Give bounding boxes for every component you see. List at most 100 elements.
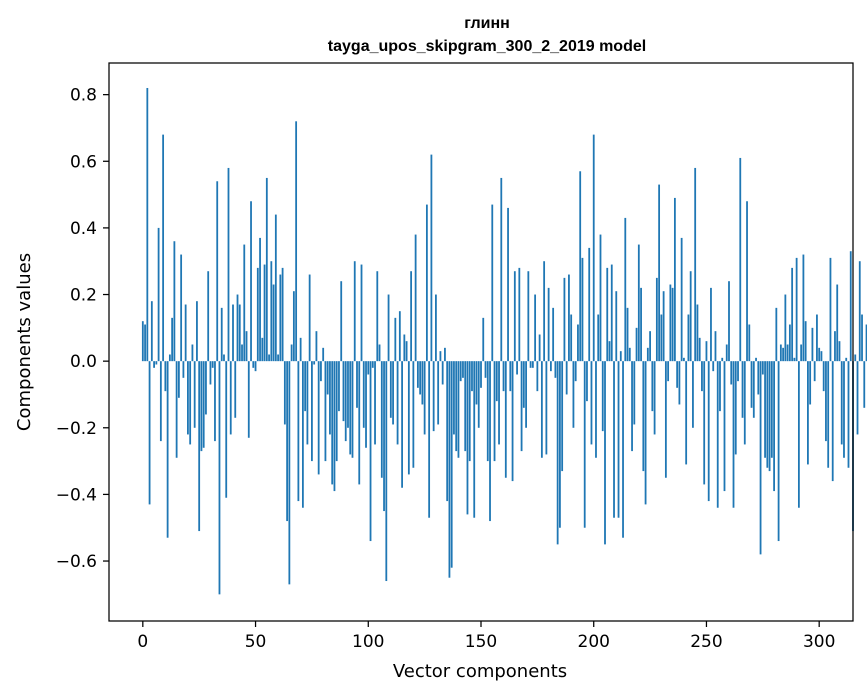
bar xyxy=(184,304,187,362)
bar xyxy=(403,334,406,362)
bar xyxy=(739,157,742,362)
bar xyxy=(295,121,298,362)
bar xyxy=(784,294,787,362)
bar xyxy=(430,154,433,362)
bar xyxy=(191,344,194,362)
bar xyxy=(581,257,584,362)
bar xyxy=(615,291,618,362)
bar xyxy=(491,204,494,362)
bar xyxy=(462,361,464,378)
chart-title-line1: глинн xyxy=(464,15,510,32)
bar xyxy=(423,361,426,435)
bar xyxy=(250,201,252,362)
bar xyxy=(795,257,798,362)
bar xyxy=(840,361,843,445)
bar xyxy=(565,361,568,395)
bar xyxy=(545,361,548,455)
bar xyxy=(394,317,397,362)
bar xyxy=(324,361,327,462)
bar xyxy=(146,87,149,362)
bar xyxy=(209,361,212,385)
bar xyxy=(622,361,624,538)
bar xyxy=(329,361,331,435)
bar xyxy=(175,361,178,458)
bar xyxy=(482,317,485,362)
bar xyxy=(466,361,469,515)
bar xyxy=(831,361,834,482)
y-tick-label: 0.4 xyxy=(70,219,97,239)
bar xyxy=(189,361,192,445)
bar xyxy=(200,361,203,452)
bar xyxy=(637,244,640,362)
bar xyxy=(180,254,183,362)
bar xyxy=(347,361,349,428)
bar xyxy=(484,361,487,378)
bar xyxy=(225,361,228,498)
bar xyxy=(696,304,699,362)
bar xyxy=(732,361,735,508)
x-tick-label: 0 xyxy=(137,632,148,652)
bar xyxy=(649,331,651,362)
bar xyxy=(367,361,370,375)
bar xyxy=(579,171,582,362)
bar xyxy=(387,294,390,362)
y-tick-label: −0.4 xyxy=(56,485,97,505)
bar xyxy=(150,301,153,362)
bar xyxy=(809,361,812,405)
bar xyxy=(453,361,455,435)
bar xyxy=(290,344,293,362)
bar xyxy=(448,361,451,578)
bar xyxy=(227,167,230,362)
bar xyxy=(509,361,512,392)
bar xyxy=(177,361,180,398)
bar xyxy=(365,361,367,448)
bar xyxy=(617,361,620,518)
bar xyxy=(297,361,300,502)
bar xyxy=(743,361,746,445)
bar xyxy=(148,361,151,505)
bar xyxy=(838,341,841,362)
bar xyxy=(288,361,291,585)
bar xyxy=(807,361,809,465)
bar xyxy=(811,327,814,362)
bar xyxy=(362,361,365,428)
bar xyxy=(450,361,453,568)
bar xyxy=(162,134,165,362)
bar xyxy=(153,361,155,368)
bar xyxy=(820,351,823,362)
bar xyxy=(628,347,631,362)
bar xyxy=(858,261,861,362)
bar xyxy=(626,307,629,362)
bar xyxy=(223,354,225,362)
bar xyxy=(313,361,316,365)
bar xyxy=(441,361,444,385)
bar xyxy=(716,361,719,508)
bar xyxy=(752,361,755,418)
bar xyxy=(407,361,410,475)
bar xyxy=(489,361,491,522)
bar xyxy=(692,361,694,428)
bar xyxy=(301,361,304,508)
bar xyxy=(861,314,863,362)
bar xyxy=(245,331,248,362)
bar xyxy=(241,344,243,362)
bar xyxy=(667,361,670,382)
bar xyxy=(277,354,279,362)
bar xyxy=(376,271,379,362)
bar xyxy=(437,361,440,425)
bar xyxy=(464,361,467,452)
bar xyxy=(457,361,460,458)
y-tick-label: 0.6 xyxy=(70,152,97,172)
bar xyxy=(802,254,805,362)
bar xyxy=(655,277,658,362)
bar xyxy=(234,361,237,418)
bar xyxy=(849,251,852,362)
bar xyxy=(687,314,690,362)
bar xyxy=(263,264,266,362)
x-tick-label: 150 xyxy=(465,632,497,652)
bar xyxy=(676,361,679,388)
bar xyxy=(340,281,343,362)
bar xyxy=(207,271,210,362)
bar xyxy=(770,361,773,458)
bar xyxy=(513,271,516,362)
